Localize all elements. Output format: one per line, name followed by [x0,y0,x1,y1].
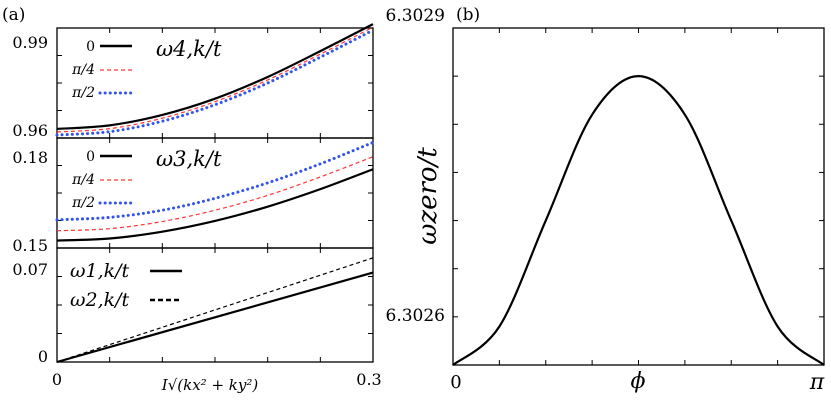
y-tick-label: 6.3026 [386,306,445,326]
subplot-omega4: 0.99 0.96 ω4,k/t 0 π/4 π/2 [12,23,375,140]
legend-label: 0 [86,39,95,55]
series-line-0 [56,168,374,242]
legend: 0 π/4 π/2 [71,39,134,101]
legend-label: 0 [86,149,95,165]
x-tick-label: 0.3 [356,370,381,389]
x-tick-label: 0 [52,370,62,389]
legend-label: π/4 [71,172,95,188]
subplot-title: ω4,k/t [156,37,222,61]
legend-label: ω2,k/t [70,289,130,311]
legend: ω1,k/t ω2,k/t [70,260,182,311]
subplot-omega1-omega2: 0.07 0 0 0.3 I√(kx² + ky²) ω1,k/t ω2,k/t [12,248,382,394]
series-line-2 [55,28,375,137]
series-line-0 [56,271,374,364]
legend-label: π/4 [71,62,95,78]
subplot-omega3: 0.18 0.15 ω3,k/t 0 π/4 π/2 [12,138,375,255]
y-tick-label: 0 [38,347,48,366]
subplot-b-frame [452,27,825,366]
y-tick-label: 0.15 [12,236,48,255]
y-tick-label: 0.99 [12,33,48,52]
y-tick-label: 6.3029 [386,6,445,26]
x-tick-label: π [809,370,825,395]
legend-label: π/2 [71,85,95,101]
y-tick-label: 0.07 [12,260,48,279]
y-axis-label: ωzero/t [413,147,443,245]
series-line-0 [452,75,825,366]
legend-label: ω1,k/t [70,260,130,282]
x-tick-label: 0 [450,372,461,393]
y-tick-label: 0.96 [12,121,48,140]
subplot-title: ω3,k/t [156,147,222,171]
series-line-1 [56,26,374,133]
series-line-2 [55,140,375,222]
panel-label-a: (a) [2,5,25,25]
series-line-0 [56,23,374,131]
x-axis-label: ϕ [631,369,646,394]
x-axis-label: I√(kx² + ky²) [161,376,259,394]
legend-label: π/2 [71,195,95,211]
subplot-omega-zero: 6.3029 6.3026 0 π ϕ ωzero/t [386,6,825,395]
y-tick-label: 0.18 [12,148,48,167]
series-line-1 [56,156,374,232]
panel-label-b: (b) [456,5,480,25]
legend: 0 π/4 π/2 [71,149,134,211]
